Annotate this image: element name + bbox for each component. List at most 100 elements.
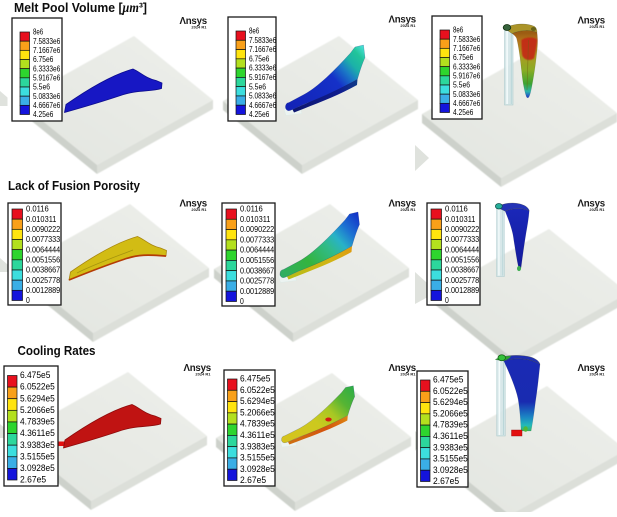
svg-text:4.25e6: 4.25e6 bbox=[453, 107, 474, 117]
svg-text:0.0038667: 0.0038667 bbox=[445, 265, 479, 275]
svg-text:0: 0 bbox=[26, 295, 30, 305]
svg-text:0.0038667: 0.0038667 bbox=[26, 265, 60, 275]
svg-text:0.0090222: 0.0090222 bbox=[445, 224, 479, 234]
svg-text:2024 R1: 2024 R1 bbox=[400, 207, 416, 212]
svg-text:8e6: 8e6 bbox=[33, 27, 43, 37]
svg-text:6.3333e6: 6.3333e6 bbox=[249, 63, 276, 73]
svg-text:2.67e5: 2.67e5 bbox=[20, 475, 46, 485]
svg-text:6.3333e6: 6.3333e6 bbox=[33, 63, 60, 73]
svg-text:2024 R1: 2024 R1 bbox=[589, 372, 605, 377]
svg-text:0.0090222: 0.0090222 bbox=[240, 224, 274, 234]
svg-text:3.0928e5: 3.0928e5 bbox=[433, 465, 468, 475]
svg-text:0.010311: 0.010311 bbox=[240, 214, 271, 224]
svg-text:5.5e6: 5.5e6 bbox=[33, 82, 50, 92]
svg-text:6.75e6: 6.75e6 bbox=[453, 52, 474, 62]
svg-text:5.9167e6: 5.9167e6 bbox=[453, 70, 480, 80]
svg-text:0.0051556: 0.0051556 bbox=[26, 254, 60, 264]
svg-text:6.3333e6: 6.3333e6 bbox=[453, 61, 480, 71]
svg-text:3.9383e5: 3.9383e5 bbox=[240, 441, 275, 451]
svg-text:5.9167e6: 5.9167e6 bbox=[249, 72, 276, 82]
svg-text:2.67e5: 2.67e5 bbox=[433, 476, 459, 486]
svg-text:3.0928e5: 3.0928e5 bbox=[240, 464, 275, 474]
svg-text:3.5155e5: 3.5155e5 bbox=[20, 451, 55, 461]
svg-text:Λnsys: Λnsys bbox=[183, 363, 211, 374]
svg-text:2024 R1: 2024 R1 bbox=[191, 25, 207, 30]
svg-text:5.2066e5: 5.2066e5 bbox=[433, 408, 468, 418]
svg-text:6.475e5: 6.475e5 bbox=[433, 375, 463, 385]
svg-text:4.6667e6: 4.6667e6 bbox=[249, 100, 276, 110]
svg-text:7.1667e6: 7.1667e6 bbox=[249, 44, 276, 54]
svg-text:Cooling Rates: Cooling Rates bbox=[18, 343, 96, 358]
svg-text:5.9167e6: 5.9167e6 bbox=[33, 72, 60, 82]
svg-text:6.475e5: 6.475e5 bbox=[240, 374, 270, 384]
svg-text:0.0025778: 0.0025778 bbox=[445, 275, 479, 285]
svg-text:6.475e5: 6.475e5 bbox=[20, 370, 50, 380]
svg-text:Lack of Fusion Porosity: Lack of Fusion Porosity bbox=[8, 178, 141, 193]
svg-text:2024 R1: 2024 R1 bbox=[195, 372, 211, 377]
svg-text:6.75e6: 6.75e6 bbox=[33, 54, 54, 64]
svg-text:0.0116: 0.0116 bbox=[445, 204, 468, 214]
svg-text:2024 R1: 2024 R1 bbox=[589, 207, 605, 212]
svg-text:0: 0 bbox=[445, 295, 449, 305]
svg-text:5.0833e6: 5.0833e6 bbox=[249, 91, 276, 101]
svg-text:5.5e6: 5.5e6 bbox=[453, 80, 470, 90]
svg-text:6.0522e5: 6.0522e5 bbox=[20, 382, 55, 392]
svg-text:4.3611e5: 4.3611e5 bbox=[20, 428, 55, 438]
svg-text:3.9383e5: 3.9383e5 bbox=[20, 440, 55, 450]
svg-text:2.67e5: 2.67e5 bbox=[240, 475, 266, 485]
svg-text:0.0116: 0.0116 bbox=[240, 204, 263, 214]
svg-text:Λnsys: Λnsys bbox=[577, 363, 605, 374]
svg-text:0.0038667: 0.0038667 bbox=[240, 265, 274, 275]
svg-text:7.1667e6: 7.1667e6 bbox=[453, 43, 480, 53]
svg-text:6.0522e5: 6.0522e5 bbox=[433, 386, 468, 396]
svg-text:4.6667e6: 4.6667e6 bbox=[33, 100, 60, 110]
svg-text:5.6294e5: 5.6294e5 bbox=[433, 397, 468, 407]
svg-text:Λnsys: Λnsys bbox=[577, 199, 605, 210]
svg-text:0.0077333: 0.0077333 bbox=[240, 234, 274, 244]
svg-text:8e6: 8e6 bbox=[249, 26, 259, 36]
svg-text:0.0090222: 0.0090222 bbox=[26, 224, 60, 234]
svg-text:7.1667e6: 7.1667e6 bbox=[33, 45, 60, 55]
svg-text:5.6294e5: 5.6294e5 bbox=[20, 393, 55, 403]
svg-text:0.0064444: 0.0064444 bbox=[240, 245, 274, 255]
svg-text:0.0051556: 0.0051556 bbox=[240, 255, 274, 265]
svg-text:Λnsys: Λnsys bbox=[388, 199, 416, 210]
svg-text:0.0064444: 0.0064444 bbox=[445, 244, 479, 254]
svg-text:8e6: 8e6 bbox=[453, 25, 463, 35]
svg-text:3.9383e5: 3.9383e5 bbox=[433, 442, 468, 452]
svg-text:3.0928e5: 3.0928e5 bbox=[20, 463, 55, 473]
svg-text:2024 R1: 2024 R1 bbox=[400, 23, 416, 28]
svg-text:4.6667e6: 4.6667e6 bbox=[453, 98, 480, 108]
svg-text:4.3611e5: 4.3611e5 bbox=[433, 431, 468, 441]
svg-text:2024 R1: 2024 R1 bbox=[191, 207, 207, 212]
svg-text:0.010311: 0.010311 bbox=[26, 214, 57, 224]
svg-text:Λnsys: Λnsys bbox=[577, 16, 605, 27]
svg-text:0.0012889: 0.0012889 bbox=[445, 285, 479, 295]
svg-text:4.25e6: 4.25e6 bbox=[33, 109, 54, 119]
svg-text:0.0012889: 0.0012889 bbox=[26, 285, 60, 295]
svg-text:6.75e6: 6.75e6 bbox=[249, 53, 270, 63]
svg-text:0.0116: 0.0116 bbox=[26, 204, 49, 214]
svg-text:2024 R1: 2024 R1 bbox=[400, 372, 416, 377]
svg-text:5.2066e5: 5.2066e5 bbox=[20, 405, 55, 415]
svg-text:4.7839e5: 4.7839e5 bbox=[20, 417, 55, 427]
svg-text:Λnsys: Λnsys bbox=[179, 16, 207, 27]
svg-text:4.3611e5: 4.3611e5 bbox=[240, 430, 275, 440]
svg-text:Λnsys: Λnsys bbox=[388, 15, 416, 26]
svg-text:0.0051556: 0.0051556 bbox=[445, 254, 479, 264]
svg-text:0.0025778: 0.0025778 bbox=[240, 276, 274, 286]
svg-text:5.6294e5: 5.6294e5 bbox=[240, 396, 275, 406]
svg-text:0.0012889: 0.0012889 bbox=[240, 286, 274, 296]
svg-text:6.0522e5: 6.0522e5 bbox=[240, 385, 275, 395]
svg-text:4.25e6: 4.25e6 bbox=[249, 109, 270, 119]
svg-text:5.5e6: 5.5e6 bbox=[249, 81, 266, 91]
svg-text:5.0833e6: 5.0833e6 bbox=[453, 89, 480, 99]
svg-text:0.0025778: 0.0025778 bbox=[26, 275, 60, 285]
svg-text:4.7839e5: 4.7839e5 bbox=[240, 419, 275, 429]
svg-text:4.7839e5: 4.7839e5 bbox=[433, 420, 468, 430]
svg-text:3.5155e5: 3.5155e5 bbox=[433, 454, 468, 464]
svg-text:0.010311: 0.010311 bbox=[445, 214, 476, 224]
svg-text:0.0077333: 0.0077333 bbox=[445, 234, 479, 244]
svg-text:0.0077333: 0.0077333 bbox=[26, 234, 60, 244]
svg-text:7.5833e6: 7.5833e6 bbox=[33, 36, 60, 46]
